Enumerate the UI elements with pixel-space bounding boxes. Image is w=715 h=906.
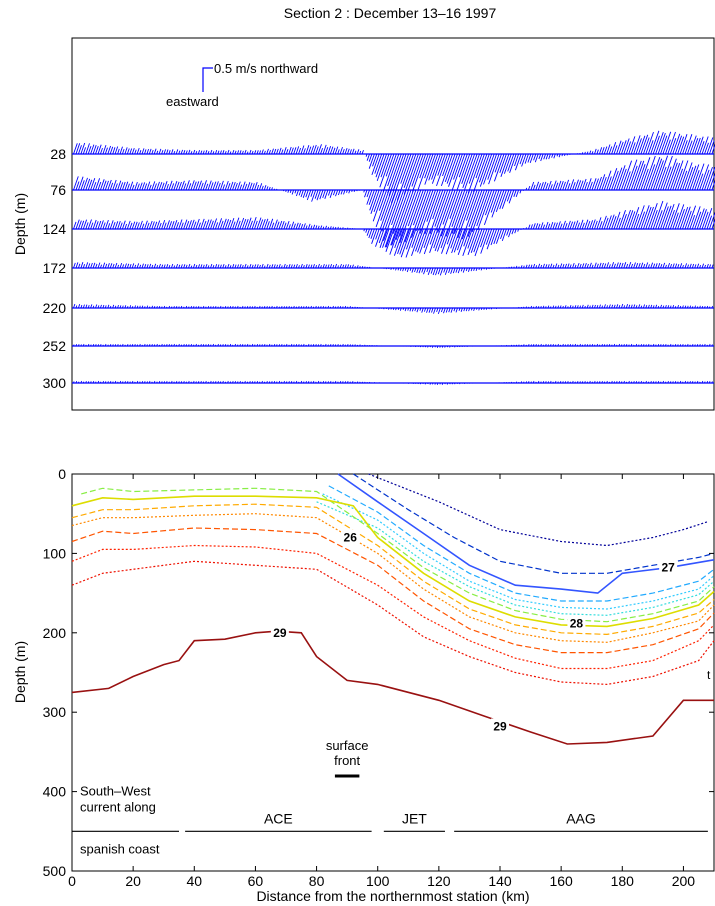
- velocity-panel: 28 76 124 172 220 252 300 Depth (m) 0.5 m/s no…: [12, 37, 715, 411]
- x-tick-label: 0: [68, 873, 76, 889]
- y-tick-label: 400: [43, 784, 67, 800]
- scale-arrow: [202, 67, 213, 92]
- contour-line: [71, 630, 714, 745]
- y-tick-label: 300: [43, 704, 67, 720]
- contour-line: [71, 560, 715, 686]
- region-jet-label: JET: [402, 810, 427, 826]
- depth-tick-label: 300: [43, 375, 67, 391]
- velocity-row: [72, 261, 714, 276]
- contour-label: 27: [661, 561, 675, 575]
- current-label-line2: current along: [80, 800, 156, 815]
- scale-label-north: 0.5 m/s northward: [214, 61, 318, 76]
- depth-tick-label: 252: [43, 338, 67, 354]
- velocity-row: [72, 200, 715, 258]
- velocity-vectors: [73, 343, 713, 349]
- velocity-depth-ticks: 28 76 124 172 220 252 300: [43, 146, 67, 391]
- contour-line: [71, 513, 715, 643]
- x-tick-label: 80: [309, 873, 325, 889]
- contour-line: [71, 503, 715, 636]
- x-tick-label: 20: [125, 873, 141, 889]
- contour-lines: [71, 473, 715, 745]
- depth-tick-label: 28: [50, 146, 66, 162]
- region-ace-label: ACE: [264, 810, 293, 826]
- velocity-row: [72, 380, 714, 385]
- velocity-ylabel: Depth (m): [12, 193, 28, 255]
- density-panel: 26 27 28 29 29 0 20 40 60 80 100 120 140 160 180 200 0…: [12, 466, 715, 904]
- density-xlabel: Distance from the northernmost station (…: [256, 888, 529, 904]
- figure-title: Section 2 : December 13–16 1997: [284, 5, 497, 21]
- x-tick-label: 140: [488, 873, 512, 889]
- contour-label: 28: [570, 616, 584, 630]
- contour-line: [328, 485, 715, 602]
- x-tick-label: 120: [427, 873, 451, 889]
- x-tick-label: 40: [186, 873, 202, 889]
- contour-label-bg: [491, 718, 509, 733]
- contour-line: [352, 473, 715, 574]
- region-aag-label: AAG: [566, 810, 596, 826]
- x-tick-label: 100: [366, 873, 390, 889]
- scale-label-east: eastward: [166, 94, 219, 109]
- contour-label-bg: [341, 529, 360, 544]
- velocity-vectors: [73, 380, 713, 385]
- contour-line: [71, 527, 715, 654]
- velocity-row: [72, 343, 714, 349]
- depth-tick-label: 172: [43, 260, 67, 276]
- depth-tick-label: 220: [43, 300, 67, 316]
- current-label-line1: South–West: [80, 784, 151, 799]
- velocity-row: [72, 155, 715, 248]
- contour-label: 26: [344, 531, 358, 545]
- contour-line: [337, 473, 715, 594]
- x-tick-label: 160: [549, 873, 573, 889]
- velocity-vectors: [73, 200, 715, 258]
- velocity-row: [72, 130, 715, 204]
- contour-line: [71, 544, 715, 670]
- y-tick-labels: 0 100 200 300 400 500: [43, 466, 714, 879]
- contour-line: [81, 487, 715, 623]
- surface-front-label-line1: surface: [326, 738, 369, 753]
- depth-tick-label: 76: [50, 182, 66, 198]
- y-tick-label: 0: [58, 466, 66, 482]
- y-tick-label: 200: [43, 625, 67, 641]
- depth-tick-label: 124: [43, 221, 67, 237]
- contour-label-bg: [659, 559, 678, 574]
- density-panel-frame: [71, 473, 715, 872]
- x-tick-label: 200: [672, 873, 696, 889]
- x-tick-labels: 0 20 40 60 80 100 120 140 160 180 200: [68, 474, 695, 889]
- contour-line: [71, 495, 715, 628]
- velocity-vectors: [73, 261, 714, 276]
- x-tick-label: 60: [248, 873, 264, 889]
- velocity-vectors: [73, 130, 715, 204]
- contour-label-bg: [567, 615, 586, 630]
- current-label-line3: spanish coast: [80, 841, 160, 856]
- y-tick-label: 100: [43, 545, 67, 561]
- y-tick-label: 500: [43, 863, 67, 879]
- velocity-vectors: [73, 303, 714, 315]
- density-ylabel: Depth (m): [12, 641, 28, 703]
- velocity-vectors: [73, 155, 715, 248]
- contour-line: [368, 473, 709, 547]
- velocity-row: [72, 303, 714, 315]
- contour-label-bg: [270, 624, 289, 639]
- contour-line: [316, 501, 715, 616]
- contour-line: [322, 493, 715, 610]
- contour-label: 29: [273, 626, 287, 640]
- x-tick-label: 180: [611, 873, 635, 889]
- velocity-rows: [72, 130, 715, 385]
- surface-front-label-line2: front: [334, 753, 360, 768]
- edge-mark: t: [707, 668, 711, 682]
- contour-label: 29: [493, 719, 507, 733]
- contour-labels: 26 27 28 29 29: [270, 529, 678, 733]
